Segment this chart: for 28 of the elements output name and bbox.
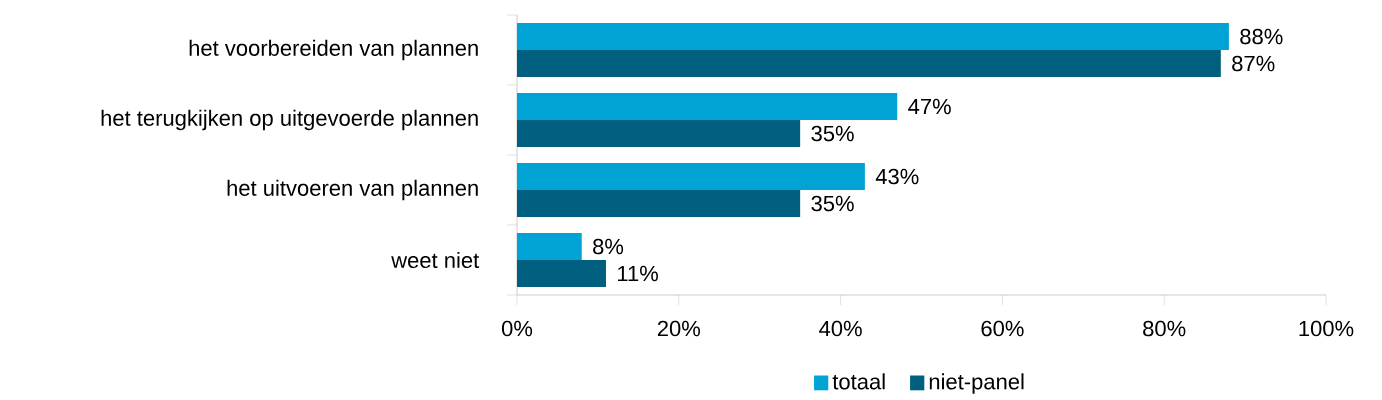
bar (517, 120, 801, 147)
x-tick-label: 20% (657, 320, 701, 337)
data-label: 47% (908, 98, 951, 115)
legend-label: totaal (832, 373, 885, 390)
data-label: 8% (593, 238, 624, 255)
data-label: 35% (811, 125, 854, 142)
x-tick-label: 40% (819, 320, 862, 337)
data-label: 43% (875, 168, 919, 185)
data-label: 87% (1232, 55, 1275, 72)
data-label: 11% (618, 265, 658, 282)
bar (517, 260, 606, 287)
bar (517, 50, 1221, 77)
x-tick-label: 60% (981, 320, 1024, 337)
bar (517, 232, 582, 260)
bar (517, 93, 898, 120)
x-tick-label: 80% (1143, 320, 1186, 337)
data-label: 35% (811, 195, 854, 212)
bar (517, 163, 865, 190)
bar (517, 23, 1229, 50)
bar (517, 189, 801, 217)
legend-label: niet-panel (929, 373, 1024, 394)
x-tick-label: 0% (501, 320, 533, 337)
x-tick-label: 100% (1299, 320, 1354, 337)
y-tick-label: het uitvoeren van plannen (227, 179, 478, 201)
y-tick-label: het voorbereiden van plannen (189, 39, 478, 61)
y-tick-label: weet niet (391, 251, 480, 269)
data-label: 88% (1240, 28, 1283, 45)
y-tick-label: het terugkijken op uitgevoerde plannen (101, 109, 478, 131)
